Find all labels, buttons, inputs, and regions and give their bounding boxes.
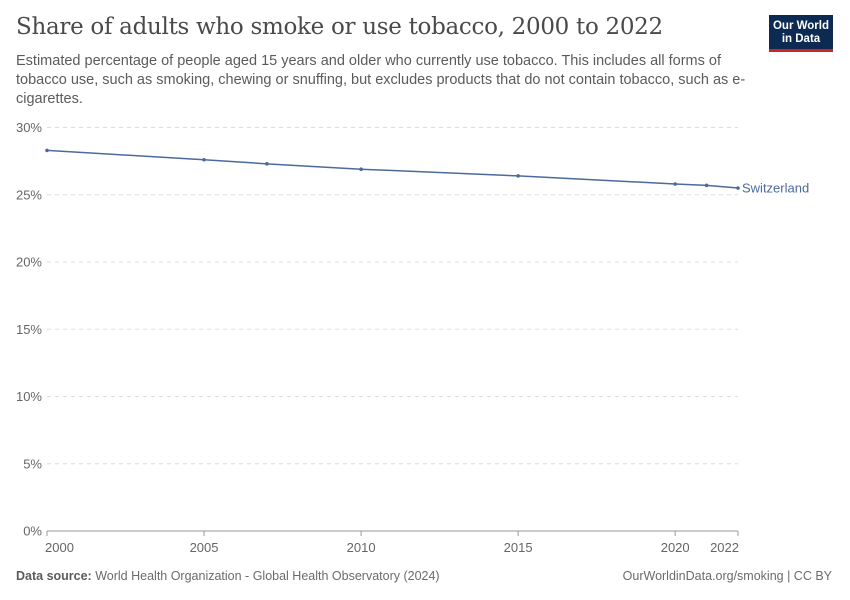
chart-subtitle: Estimated percentage of people aged 15 y… <box>16 53 746 107</box>
y-tick-label: 30% <box>16 120 42 135</box>
x-tick-label: 2005 <box>190 540 219 555</box>
series-label: Switzerland <box>742 181 809 196</box>
data-source: Data source: World Health Organization -… <box>16 569 440 583</box>
y-tick-label: 0% <box>23 524 42 539</box>
source-text: World Health Organization - Global Healt… <box>95 569 440 583</box>
data-point <box>202 157 206 162</box>
x-tick-label: 2000 <box>45 540 74 555</box>
data-point <box>265 162 269 166</box>
x-tick-label: 2020 <box>661 540 690 555</box>
y-tick-label: 20% <box>16 255 42 270</box>
chart-title: Share of adults who smoke or use tobacco… <box>16 14 663 40</box>
series-line <box>46 149 739 189</box>
data-point <box>359 167 363 171</box>
data-point <box>704 183 709 188</box>
x-tick-label: 2010 <box>347 540 376 555</box>
data-point <box>45 148 49 153</box>
y-tick-label: 10% <box>16 389 42 404</box>
data-point <box>673 182 677 186</box>
owid-logo[interactable]: Our World in Data <box>769 15 833 52</box>
y-tick-label: 25% <box>16 187 42 202</box>
x-tick-label: 2015 <box>504 540 533 555</box>
source-label: Data source: <box>16 569 92 583</box>
y-tick-label: 15% <box>16 322 42 337</box>
data-point <box>516 174 520 178</box>
logo-text: Our World in Data <box>772 20 829 45</box>
footer-link[interactable]: OurWorldinData.org/smoking | CC BY <box>622 569 832 583</box>
data-point <box>736 186 740 190</box>
y-tick-label: 5% <box>23 456 42 471</box>
x-tick-label: 2022 <box>710 540 739 555</box>
